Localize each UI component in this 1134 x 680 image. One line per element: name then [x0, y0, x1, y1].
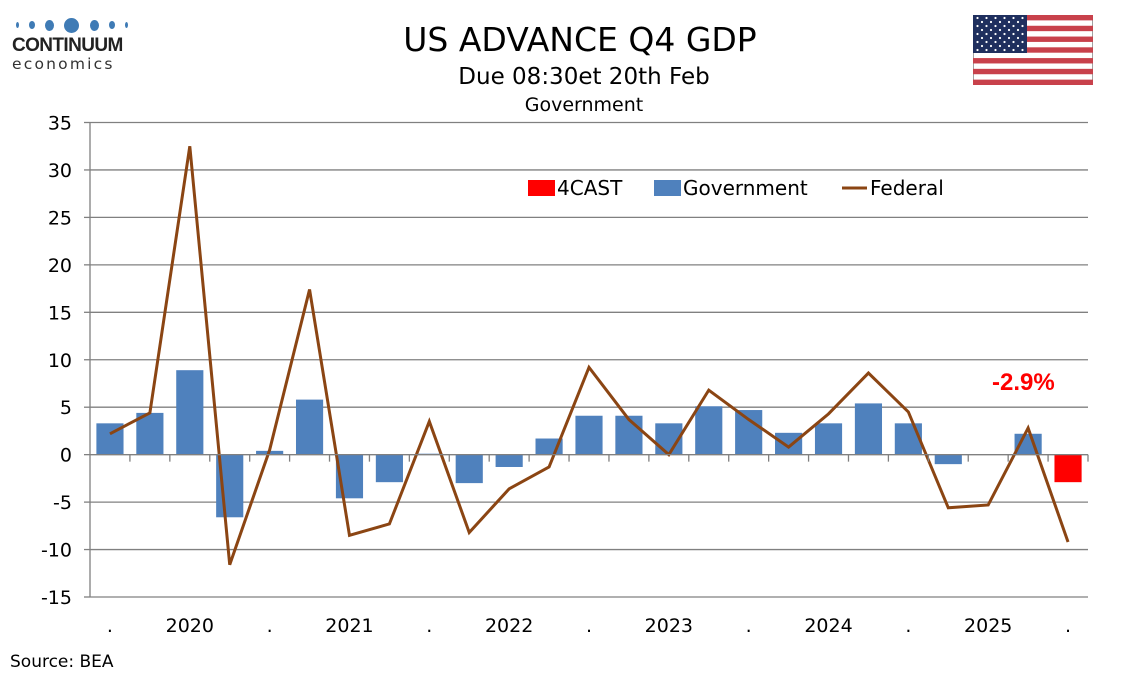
x-tick-label: .: [746, 615, 752, 637]
chart-title: US ADVANCE Q4 GDP: [403, 20, 757, 59]
legend: 4CAST Government Federal: [528, 176, 944, 200]
government-bar: [894, 423, 922, 455]
logo-dots-icon: [16, 14, 128, 36]
x-tick-label: 2021: [325, 615, 373, 637]
x-tick-label: .: [267, 615, 273, 637]
x-tick-label: 2022: [485, 615, 533, 637]
x-tick-label: 2024: [804, 615, 852, 637]
y-tick-label: 15: [48, 302, 72, 324]
legend-label-federal: Federal: [870, 176, 944, 200]
y-tick-label: -10: [41, 540, 72, 562]
x-tick-label: .: [905, 615, 911, 637]
government-bar: [695, 406, 723, 455]
government-bar: [934, 454, 962, 465]
government-bar: [176, 370, 204, 455]
x-axis-labels: . 2020. 2021. 2022. 2023. 2024. 2025.: [107, 615, 1071, 637]
forecast-bar: [1054, 454, 1082, 483]
government-bar: [814, 423, 843, 455]
forecast-annotation: -2.9%: [992, 369, 1055, 396]
y-tick-label: -5: [53, 492, 72, 514]
chart-series-title: Government: [524, 94, 644, 116]
government-bar: [136, 412, 164, 455]
government-bar: [295, 399, 324, 455]
x-tick-label: 2023: [645, 615, 693, 637]
y-tick-label: 35: [48, 113, 72, 135]
logo-brand: CONTINUUM: [12, 35, 123, 56]
bar-series: [96, 370, 1082, 518]
x-tick-label: .: [1065, 615, 1071, 637]
x-tick-label: 2020: [166, 615, 214, 637]
legend-label-government: Government: [683, 176, 808, 200]
legend-swatch-4cast: [528, 180, 555, 196]
axes: [89, 122, 1089, 597]
gridlines: [90, 121, 1088, 598]
y-tick-label: -15: [41, 587, 72, 609]
federal-line-series: [109, 146, 1070, 566]
government-bar: [375, 454, 403, 483]
y-tick-label: 5: [60, 397, 72, 419]
x-tick-label: .: [586, 615, 592, 637]
government-bar: [775, 432, 803, 455]
y-axis-ticks: 35 30 25 20 15 10 5 0 -5 -10 -15: [41, 113, 90, 609]
y-tick-label: 30: [48, 160, 72, 182]
x-tick-label: .: [107, 615, 113, 637]
government-bar: [455, 454, 483, 484]
government-bar: [615, 415, 643, 455]
government-bar: [495, 454, 523, 467]
legend-label-4cast: 4CAST: [557, 176, 623, 200]
government-bar: [575, 415, 603, 455]
source-note: Source: BEA: [10, 652, 114, 672]
y-tick-label: 20: [48, 255, 72, 277]
y-tick-label: 10: [48, 350, 72, 372]
chart-subtitle: Due 08:30et 20th Feb: [458, 64, 710, 90]
logo-sub: economics: [12, 55, 115, 73]
continuum-logo: CONTINUUM economics: [12, 14, 132, 72]
y-tick-label: 0: [60, 445, 72, 467]
legend-swatch-government: [654, 180, 681, 196]
government-bar: [854, 403, 883, 455]
y-tick-label: 25: [48, 207, 72, 229]
x-tick-label: 2025: [964, 615, 1012, 637]
government-bar: [735, 410, 763, 455]
x-tick-label: .: [426, 615, 432, 637]
us-flag-icon: [973, 15, 1093, 85]
